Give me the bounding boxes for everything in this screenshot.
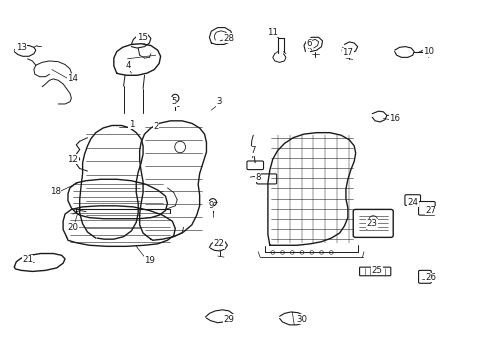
Text: 26: 26 [425,273,435,282]
Text: 7: 7 [250,146,256,155]
Text: 3: 3 [216,97,222,106]
Text: 23: 23 [366,219,377,228]
Text: 17: 17 [342,48,353,57]
Text: 22: 22 [213,239,224,248]
Text: 30: 30 [296,315,307,324]
FancyBboxPatch shape [352,210,392,237]
Text: 5: 5 [171,97,176,106]
Text: 25: 25 [371,266,382,275]
Text: 4: 4 [125,62,131,71]
Text: 18: 18 [50,187,61,196]
FancyBboxPatch shape [359,267,390,276]
Text: 11: 11 [267,28,278,37]
Text: 14: 14 [67,75,78,84]
FancyBboxPatch shape [418,202,434,215]
Text: 16: 16 [388,114,399,123]
Text: 19: 19 [143,256,155,265]
FancyBboxPatch shape [404,195,420,206]
Text: 9: 9 [208,201,214,210]
Text: 29: 29 [223,315,234,324]
Text: 21: 21 [22,255,33,264]
Text: 2: 2 [153,122,158,131]
Text: 8: 8 [255,173,261,182]
Text: 27: 27 [425,206,435,215]
Text: 6: 6 [305,39,311,48]
Text: 20: 20 [67,223,78,232]
Text: 12: 12 [67,155,78,164]
FancyBboxPatch shape [246,161,263,170]
FancyBboxPatch shape [418,270,430,283]
Text: 1: 1 [128,120,134,129]
Text: 24: 24 [407,198,417,207]
Text: 10: 10 [423,47,433,56]
Text: 13: 13 [16,43,27,52]
Text: 15: 15 [136,33,147,42]
FancyBboxPatch shape [256,174,276,184]
Text: 28: 28 [223,34,234,43]
